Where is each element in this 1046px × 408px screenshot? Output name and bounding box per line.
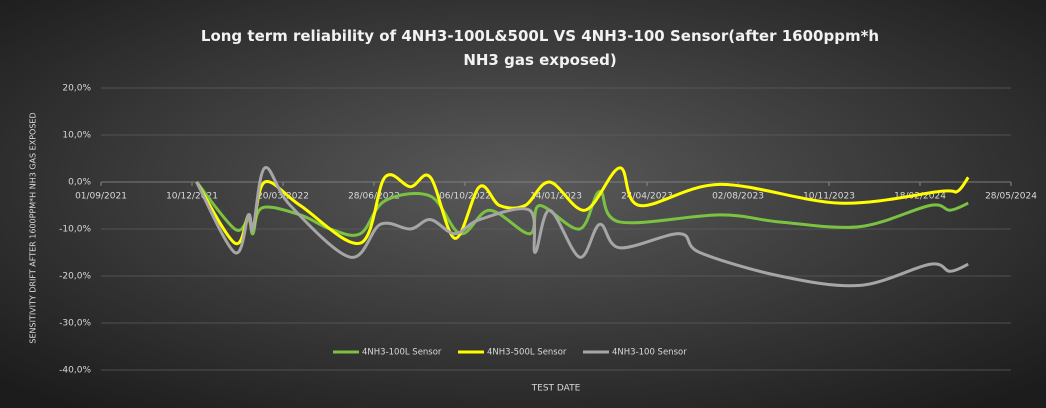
y-tick-label: 20,0% xyxy=(62,84,91,94)
x-tick-label: 10/11/2023 xyxy=(803,192,855,202)
x-tick-label: 10/12/2021 xyxy=(166,192,218,202)
y-tick-label: -30,0% xyxy=(59,319,91,329)
series-line xyxy=(195,166,969,288)
x-tick-label: 01/09/2021 xyxy=(75,192,127,202)
series-line xyxy=(195,166,970,246)
legend-label: 4NH3-500L Sensor xyxy=(487,348,567,358)
x-tick-label: 02/08/2023 xyxy=(712,192,764,202)
x-tick-label: 06/10/2022 xyxy=(439,192,491,202)
x-axis-title: TEST DATE xyxy=(531,384,581,394)
y-tick-label: 0,0% xyxy=(68,178,91,188)
x-tick-label: 28/05/2024 xyxy=(985,192,1037,202)
legend-label: 4NH3-100 Sensor xyxy=(612,348,687,358)
x-tick-label: 24/04/2023 xyxy=(621,192,673,202)
x-tick-label: 28/06/2022 xyxy=(348,192,400,202)
x-tick-label: 18/02/2024 xyxy=(894,192,946,202)
y-tick-label: -20,0% xyxy=(59,272,91,282)
y-tick-label: 10,0% xyxy=(62,131,91,141)
y-tick-label: -10,0% xyxy=(59,225,91,235)
legend-label: 4NH3-100L Sensor xyxy=(362,348,442,358)
chart-title: Long term reliability of 4NH3-100L&500L … xyxy=(201,27,879,69)
y-axis-title: SENSITIVITY DRIFT AFTER 1600PPM*H NH3 GA… xyxy=(29,112,38,343)
x-tick-label: 14/01/2023 xyxy=(530,192,582,202)
y-tick-label: -40,0% xyxy=(59,366,91,376)
